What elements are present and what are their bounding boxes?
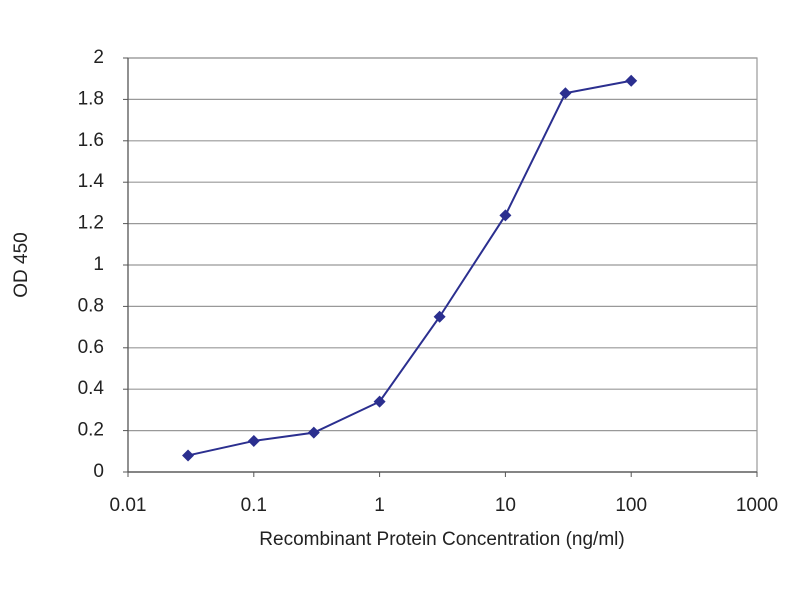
x-axis-label: Recombinant Protein Concentration (ng/ml… xyxy=(259,529,624,550)
data-point xyxy=(625,74,638,87)
y-tick-label: 1.6 xyxy=(78,130,104,151)
x-tick-label: 0.01 xyxy=(110,495,147,516)
data-point xyxy=(559,87,572,100)
x-tick-label: 100 xyxy=(615,495,647,516)
y-tick-label: 1 xyxy=(93,254,104,275)
x-tick-label: 1 xyxy=(374,495,385,516)
series-line xyxy=(187,79,632,457)
y-tick-label: 1.2 xyxy=(78,213,104,234)
x-tick-label: 10 xyxy=(495,495,516,516)
y-tick-label: 1.8 xyxy=(78,88,104,109)
y-tick-label: 0.4 xyxy=(78,378,105,399)
y-tick-label: 0.6 xyxy=(78,337,104,358)
data-point xyxy=(433,310,446,323)
x-tick-label: 1000 xyxy=(736,495,778,516)
data-point xyxy=(307,426,320,439)
y-tick-label: 0 xyxy=(93,461,104,482)
x-tick-label: 0.1 xyxy=(241,495,267,516)
data-point xyxy=(247,434,260,447)
y-axis-label: OD 450 xyxy=(11,232,32,297)
y-tick-label: 0.2 xyxy=(78,420,104,441)
y-tick-label: 0.8 xyxy=(78,295,104,316)
y-tick-label: 1.4 xyxy=(78,171,105,192)
y-tick-label: 2 xyxy=(93,47,104,68)
data-point xyxy=(182,449,195,462)
data-point xyxy=(499,209,512,222)
data-point xyxy=(373,395,386,408)
